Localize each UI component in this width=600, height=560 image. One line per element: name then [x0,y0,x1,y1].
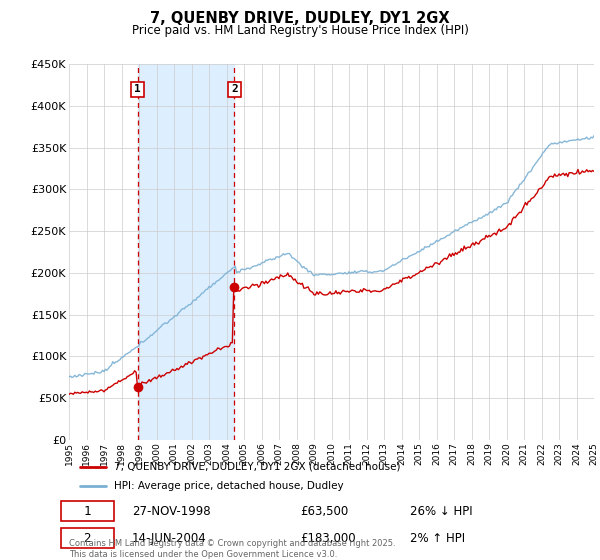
Text: 2% ↑ HPI: 2% ↑ HPI [410,531,466,545]
Text: 2: 2 [231,85,238,95]
Text: 2: 2 [83,531,91,545]
FancyBboxPatch shape [61,528,113,548]
Text: 1: 1 [83,505,91,518]
Text: 26% ↓ HPI: 26% ↓ HPI [410,505,473,518]
Text: £63,500: £63,500 [300,505,348,518]
Text: 14-JUN-2004: 14-JUN-2004 [132,531,207,545]
Bar [137,64,235,440]
Text: 7, QUENBY DRIVE, DUDLEY, DY1 2GX: 7, QUENBY DRIVE, DUDLEY, DY1 2GX [150,11,450,26]
Text: £183,000: £183,000 [300,531,356,545]
Text: 27-NOV-1998: 27-NOV-1998 [132,505,211,518]
Text: HPI: Average price, detached house, Dudley: HPI: Average price, detached house, Dudl… [113,480,343,491]
Text: 1: 1 [134,85,141,95]
Text: Contains HM Land Registry data © Crown copyright and database right 2025.
This d: Contains HM Land Registry data © Crown c… [69,539,395,559]
Text: Price paid vs. HM Land Registry's House Price Index (HPI): Price paid vs. HM Land Registry's House … [131,24,469,36]
FancyBboxPatch shape [61,501,113,521]
Text: 7, QUENBY DRIVE, DUDLEY, DY1 2GX (detached house): 7, QUENBY DRIVE, DUDLEY, DY1 2GX (detach… [113,461,400,472]
